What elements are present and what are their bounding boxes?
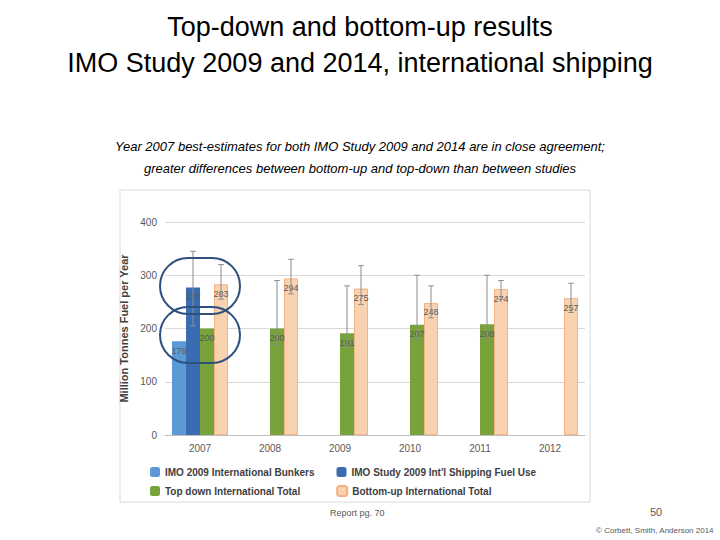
svg-text:2010: 2010 xyxy=(399,443,422,454)
svg-text:176: 176 xyxy=(171,346,186,356)
svg-text:2007: 2007 xyxy=(189,443,212,454)
svg-text:greater differences between bo: greater differences between bottom-up an… xyxy=(144,161,577,176)
svg-text:IMO Study 2009 and 2014, inter: IMO Study 2009 and 2014, international s… xyxy=(67,48,652,78)
svg-text:2011: 2011 xyxy=(469,443,491,454)
svg-text:200: 200 xyxy=(199,333,214,343)
svg-text:200: 200 xyxy=(269,333,285,343)
svg-text:© Corbett, Smith, Anderson 201: © Corbett, Smith, Anderson 2014 xyxy=(596,526,714,535)
svg-text:IMO Study 2009 Int'l Shipping: IMO Study 2009 Int'l Shipping Fuel Use xyxy=(351,467,536,478)
svg-text:0: 0 xyxy=(151,430,157,441)
svg-text:IMO 2009 International Bunkers: IMO 2009 International Bunkers xyxy=(165,467,315,478)
svg-text:207: 207 xyxy=(409,329,425,340)
svg-text:257: 257 xyxy=(563,302,579,313)
svg-text:Top down International Total: Top down International Total xyxy=(165,486,300,497)
svg-text:Report pg. 70: Report pg. 70 xyxy=(330,508,385,518)
svg-text:2012: 2012 xyxy=(539,443,562,454)
svg-text:300: 300 xyxy=(140,270,157,281)
svg-text:294: 294 xyxy=(283,282,299,293)
svg-text:400: 400 xyxy=(140,217,157,228)
svg-text:191: 191 xyxy=(339,337,355,348)
svg-text:Bottom-up International Total: Bottom-up International Total xyxy=(352,486,491,497)
svg-text:275: 275 xyxy=(353,293,369,304)
svg-text:100: 100 xyxy=(140,376,157,387)
svg-text:200: 200 xyxy=(140,323,157,334)
svg-text:50: 50 xyxy=(650,506,662,518)
svg-text:Million Tonnes Fuel per Year: Million Tonnes Fuel per Year xyxy=(118,254,130,403)
svg-text:283: 283 xyxy=(213,288,229,299)
svg-text:248: 248 xyxy=(423,307,439,318)
svg-text:208: 208 xyxy=(479,328,495,339)
svg-text:2008: 2008 xyxy=(259,443,282,454)
svg-text:277: 277 xyxy=(185,292,201,302)
svg-text:Top-down and bottom-up results: Top-down and bottom-up results xyxy=(167,12,553,42)
svg-text:2009: 2009 xyxy=(329,443,352,454)
svg-text:Year 2007 best-estimates for b: Year 2007 best-estimates for both IMO St… xyxy=(115,139,605,154)
svg-text:274: 274 xyxy=(493,293,509,304)
